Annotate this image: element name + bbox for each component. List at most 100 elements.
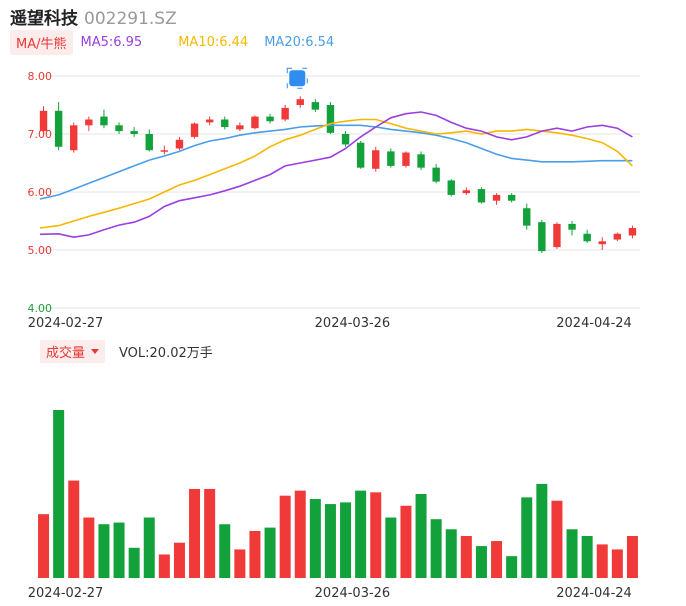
volume-bar	[611, 549, 623, 578]
candle	[130, 127, 138, 137]
candle	[628, 225, 637, 239]
candle	[417, 151, 425, 170]
candle	[100, 109, 108, 129]
ma-legend: MA/牛熊 MA5:6.95 MA10:6.44 MA20:6.54	[10, 29, 334, 55]
candle	[311, 99, 320, 112]
candle-body	[39, 110, 48, 132]
volume-bar	[189, 488, 201, 578]
volume-bar	[370, 492, 382, 578]
event-marker-icon[interactable]	[289, 70, 306, 87]
volume-bar	[173, 542, 185, 578]
candle-body	[326, 105, 335, 133]
stock-name: 遥望科技	[10, 9, 78, 29]
candle	[613, 232, 622, 242]
candle-body	[236, 125, 244, 130]
candle-body	[70, 125, 78, 151]
candle-body	[356, 142, 365, 168]
volume-bar	[415, 494, 427, 578]
volume-bar	[249, 530, 261, 578]
candle	[236, 122, 244, 132]
candle	[326, 102, 335, 134]
volume-bar	[581, 536, 593, 578]
candle	[553, 222, 561, 249]
candle	[190, 122, 199, 139]
volume-bar	[219, 524, 231, 578]
candle-body	[85, 119, 93, 126]
candle	[356, 140, 365, 169]
candle	[523, 203, 531, 230]
volume-bar	[204, 488, 216, 578]
volume-bar	[128, 547, 140, 578]
candle-body	[100, 116, 108, 126]
ma10-line	[39, 118, 633, 229]
candle	[568, 221, 576, 236]
candle	[507, 193, 516, 203]
volume-bar	[400, 505, 412, 578]
candle	[477, 187, 486, 204]
candle	[145, 129, 153, 152]
y-tick-label: 6.00	[28, 186, 53, 199]
candle-body	[251, 116, 259, 129]
volume-bar	[475, 546, 487, 578]
candle	[251, 115, 259, 130]
volume-bar	[143, 517, 155, 578]
candle-body	[462, 190, 471, 194]
candle-body	[417, 154, 425, 168]
candle-body	[281, 107, 289, 120]
volume-bar	[626, 536, 638, 578]
candle	[54, 102, 63, 151]
candle	[402, 151, 410, 168]
ma5-value: MA5:6.95	[80, 34, 143, 50]
candle	[221, 116, 229, 130]
candle-body	[296, 99, 304, 105]
volume-bar	[38, 514, 50, 578]
candle	[281, 105, 289, 122]
volume-bar	[309, 499, 321, 578]
volume-value: VOL:20.02万手	[119, 345, 213, 361]
candle	[296, 96, 304, 108]
volume-indicator-button[interactable]: 成交量	[40, 339, 106, 363]
volume-bar	[551, 500, 563, 578]
volume-bar	[279, 495, 291, 578]
volume-indicator-label: 成交量	[46, 345, 86, 361]
candle-body	[266, 116, 274, 122]
volume-bar	[385, 517, 397, 578]
candle-body	[553, 223, 561, 248]
candle	[266, 113, 274, 124]
ma5-line	[39, 111, 633, 239]
volume-bar	[491, 541, 503, 578]
candle	[492, 193, 501, 205]
volume-bar	[340, 502, 352, 578]
candle-body	[477, 189, 486, 203]
candle	[447, 179, 455, 197]
candle	[598, 237, 606, 250]
candle	[372, 146, 380, 172]
y-tick-label: 8.00	[28, 70, 53, 83]
candle	[341, 131, 350, 147]
volume-bar	[521, 497, 533, 578]
candle	[160, 145, 169, 155]
candle-body	[190, 123, 199, 137]
event-marker-frame	[286, 67, 308, 89]
candle	[462, 187, 471, 195]
candle	[583, 229, 591, 244]
ma-indicator-button[interactable]: MA/牛熊	[10, 29, 73, 55]
ma10-value: MA10:6.44	[178, 34, 249, 50]
volume-bar	[536, 483, 548, 578]
candle	[115, 122, 123, 134]
candle-body	[387, 151, 395, 166]
candle-body	[613, 233, 622, 240]
candle	[70, 122, 78, 153]
candle-body	[492, 194, 501, 201]
x-tick-label: 2024-02-27	[28, 586, 104, 601]
y-tick-label: 4.00	[28, 302, 53, 315]
volume-legend: 成交量 VOL:20.02万手	[40, 339, 213, 363]
x-tick-label: 2024-03-26	[315, 586, 391, 601]
y-tick-label: 5.00	[28, 244, 53, 257]
volume-bar	[158, 554, 170, 578]
volume-bar	[264, 527, 276, 578]
volume-bar	[596, 544, 608, 578]
candle-body	[372, 150, 380, 169]
candle-body	[507, 194, 516, 201]
